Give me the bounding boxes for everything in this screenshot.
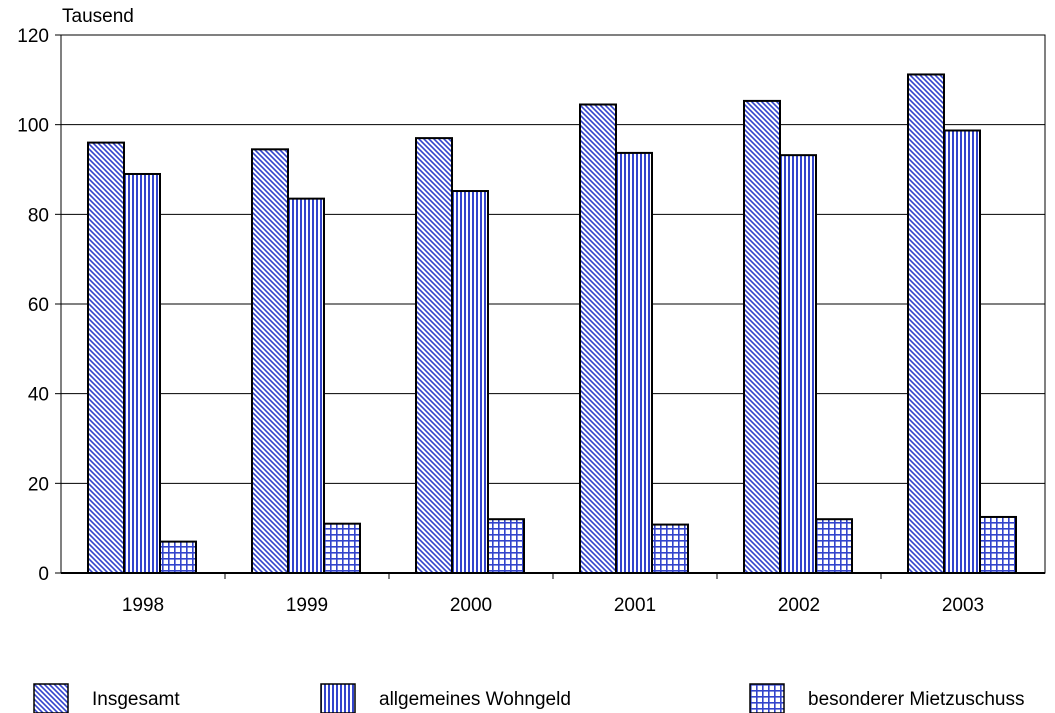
legend-label: besonderer Mietzuschuss	[808, 689, 1025, 710]
y-tick-label: 40	[28, 385, 49, 406]
legend: Insgesamt allgemeines Wohngeld besonderer …	[33, 683, 1025, 713]
legend-swatch	[320, 683, 356, 713]
bar	[979, 515, 1017, 574]
bar	[159, 540, 197, 574]
x-tick-label: 2003	[942, 595, 984, 616]
y-tick-labels: 0 20 40 60 80 100 120	[17, 26, 49, 585]
bar	[743, 99, 781, 574]
bar	[323, 522, 361, 575]
bar	[415, 137, 453, 574]
gridlines	[61, 34, 1045, 484]
bar	[651, 523, 689, 575]
bars	[87, 73, 1017, 575]
x-tick-label: 2000	[450, 595, 492, 616]
bar	[451, 190, 489, 575]
bar	[779, 154, 817, 575]
x-tick-label: 2002	[778, 595, 820, 616]
y-tick-label: 0	[38, 564, 49, 585]
y-tick-label: 100	[17, 116, 49, 137]
legend-label: allgemeines Wohngeld	[379, 689, 571, 710]
x-tick-label: 2001	[614, 595, 656, 616]
legend-label: Insgesamt	[92, 689, 180, 710]
bar	[123, 172, 161, 574]
y-tick-label: 120	[17, 26, 49, 47]
bar	[815, 518, 853, 575]
bar	[615, 151, 653, 575]
bar	[251, 148, 289, 574]
legend-swatch	[749, 683, 785, 713]
axes	[55, 34, 1046, 579]
x-tick-label: 1999	[286, 595, 328, 616]
bar	[87, 141, 125, 574]
bar	[487, 518, 525, 575]
bar	[287, 197, 325, 574]
bar	[907, 73, 945, 574]
y-axis-unit-label: Tausend	[62, 6, 134, 27]
y-tick-label: 80	[28, 205, 49, 226]
y-tick-label: 60	[28, 295, 49, 316]
x-tick-label: 1998	[122, 595, 164, 616]
legend-swatch	[33, 683, 69, 713]
bar	[579, 103, 617, 574]
bar	[943, 129, 981, 574]
y-tick-label: 20	[28, 474, 49, 495]
x-tick-labels: 1998 1999 2000 2001 2002 2003	[122, 595, 984, 616]
